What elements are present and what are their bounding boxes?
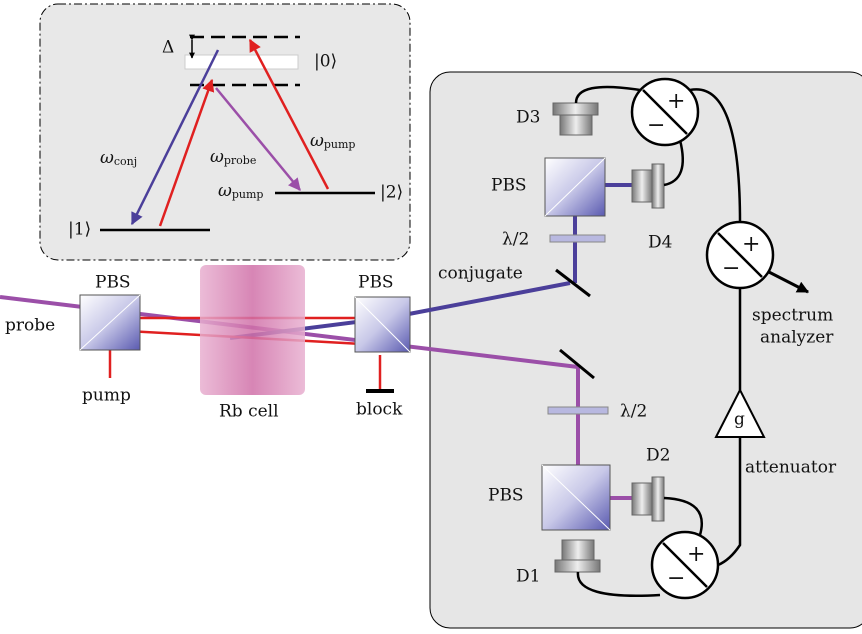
transition-symbol: ω bbox=[218, 181, 232, 201]
detector-label: D4 bbox=[648, 233, 672, 253]
pbs-label: PBS bbox=[491, 176, 527, 196]
gain-label: g bbox=[734, 410, 745, 430]
analyzer-label: analyzer bbox=[760, 328, 834, 348]
detection-panel bbox=[429, 71, 862, 629]
waveplate bbox=[549, 234, 606, 243]
subtractor-slash bbox=[717, 232, 763, 278]
delta-label: Δ bbox=[162, 38, 174, 58]
level-label: |1⟩ bbox=[68, 220, 91, 240]
output-arrow bbox=[764, 268, 810, 294]
plus-sign: + bbox=[742, 232, 760, 257]
energy-panel bbox=[39, 3, 411, 261]
minus-sign: − bbox=[722, 256, 740, 281]
subtractor-slash bbox=[662, 542, 708, 588]
detector-label: D1 bbox=[516, 567, 540, 587]
detectors bbox=[552, 102, 665, 573]
transition-sub: pump bbox=[324, 138, 356, 151]
pump-arrow bbox=[248, 38, 330, 190]
waveplate-label: λ/2 bbox=[620, 402, 647, 422]
plus-sign: + bbox=[687, 542, 705, 567]
probe-arrow bbox=[158, 78, 215, 227]
rb-cell bbox=[200, 265, 305, 395]
minus-sign: − bbox=[647, 113, 665, 138]
conj-beam bbox=[387, 281, 571, 320]
detector-label: D3 bbox=[516, 108, 540, 128]
cell-label: Rb cell bbox=[219, 402, 279, 422]
pump-label: pump bbox=[82, 386, 131, 406]
level-label: |2⟩ bbox=[380, 183, 403, 203]
subtractor-slash bbox=[642, 89, 688, 135]
pbs-cubes bbox=[79, 157, 611, 531]
plus-sign: + bbox=[667, 89, 685, 114]
conjugate-label: conjugate bbox=[438, 264, 523, 284]
pbs-label: PBS bbox=[95, 273, 131, 293]
probe-label: probe bbox=[5, 316, 55, 336]
waveplate-label: λ/2 bbox=[502, 230, 529, 250]
attenuator-label: attenuator bbox=[745, 458, 837, 478]
transition-label: ωprobe bbox=[210, 147, 256, 168]
transition-sub: pump bbox=[232, 188, 264, 201]
transition-sub: probe bbox=[224, 154, 256, 167]
analyzer-label: spectrum bbox=[752, 306, 833, 326]
transition-symbol: ω bbox=[100, 148, 114, 168]
attenuator bbox=[714, 387, 766, 438]
pbs-label: PBS bbox=[358, 273, 394, 293]
wiring bbox=[574, 85, 742, 597]
transition-label: ωpump bbox=[310, 131, 355, 152]
minus-sign: − bbox=[667, 566, 685, 591]
transition-label: ωconj bbox=[100, 148, 137, 169]
mirror bbox=[555, 268, 591, 298]
subtractors: +−+−+− bbox=[630, 77, 775, 600]
transition-symbol: ω bbox=[310, 131, 324, 151]
transition-label: ωpump bbox=[218, 181, 263, 202]
detector-label: D2 bbox=[646, 446, 670, 466]
pump-arrow bbox=[215, 87, 301, 191]
mirror bbox=[559, 348, 595, 380]
transition-symbol: ω bbox=[210, 147, 224, 167]
waveplate bbox=[547, 406, 609, 415]
block-label: block bbox=[356, 400, 403, 420]
pbs-label: PBS bbox=[488, 486, 524, 506]
level-band bbox=[184, 54, 299, 70]
transition-sub: conj bbox=[114, 155, 137, 168]
level-label: |0⟩ bbox=[314, 52, 337, 72]
